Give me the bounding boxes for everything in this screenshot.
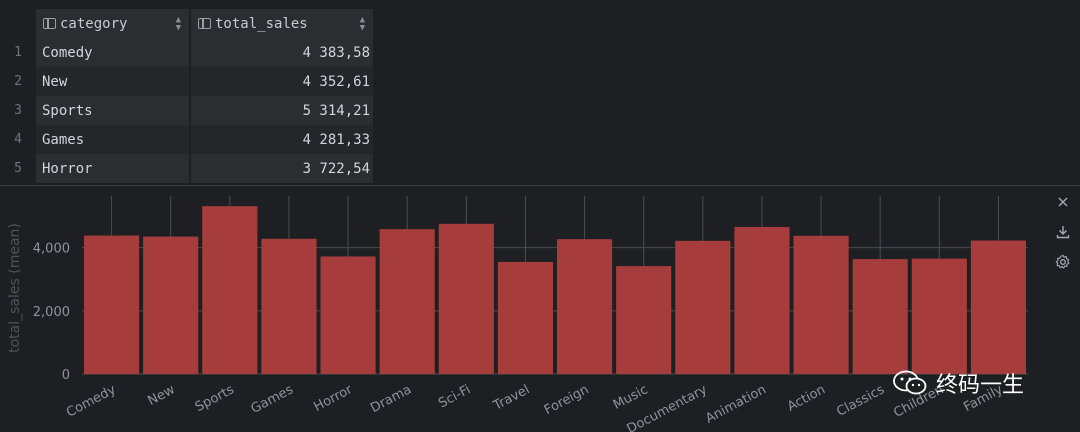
x-tick-label: Animation [703, 382, 769, 426]
x-tick-label: Sci-Fi [436, 382, 473, 411]
bar [557, 239, 613, 374]
sort-icon[interactable]: ▲ ▼ [359, 14, 365, 33]
bar [320, 256, 376, 374]
x-tick-label: Games [249, 382, 296, 417]
row-number: 1 [0, 38, 36, 67]
cell-total-sales[interactable]: 5 314,21 [190, 96, 373, 125]
bar [84, 235, 140, 374]
y-tick-label: 4,000 [33, 242, 70, 257]
wechat-icon [893, 370, 927, 395]
x-tick-label: Comedy [64, 382, 119, 421]
panel-divider[interactable] [0, 185, 1080, 186]
bar [202, 206, 258, 374]
data-table: category ▲ ▼ total_sales ▲ ▼ 1 Comedy 4 38… [0, 9, 373, 183]
cell-category[interactable]: New [36, 67, 191, 96]
download-icon[interactable] [1055, 225, 1071, 243]
cell-total-sales[interactable]: 4 281,33 [190, 125, 373, 154]
x-tick-label: Horror [312, 382, 356, 415]
gear-icon[interactable] [1055, 254, 1071, 274]
bar-chart: 0 2,000 4,000 Comedy New Sports Games Horror Dra… [7, 196, 1028, 432]
row-number: 5 [0, 154, 36, 183]
x-tick-label: Foreign [542, 382, 592, 418]
table-row[interactable]: 1 Comedy 4 383,58 [0, 38, 373, 67]
row-number-header [0, 9, 36, 38]
table-row[interactable]: 3 Sports 5 314,21 [0, 96, 373, 125]
table-row[interactable]: 2 New 4 352,61 [0, 67, 373, 96]
column-header-label: category [60, 15, 128, 32]
bar [379, 229, 435, 374]
cell-total-sales[interactable]: 4 352,61 [190, 67, 373, 96]
bar [261, 238, 317, 374]
row-number: 4 [0, 125, 36, 154]
x-tick-label: Action [785, 382, 828, 414]
bar [852, 259, 908, 374]
x-tick-label: Classics [834, 382, 887, 420]
cell-total-sales[interactable]: 4 383,58 [190, 38, 373, 67]
bar [911, 258, 967, 374]
bar [675, 240, 731, 374]
y-tick-label: 2,000 [33, 305, 70, 320]
sort-icon[interactable]: ▲ ▼ [175, 14, 181, 33]
cell-total-sales[interactable]: 3 722,54 [190, 154, 373, 183]
close-icon[interactable] [1055, 196, 1071, 212]
x-tick-label: Travel [490, 382, 532, 414]
x-tick-label: Drama [368, 382, 414, 416]
table-header-row: category ▲ ▼ total_sales ▲ ▼ [0, 9, 373, 38]
table-row[interactable]: 4 Games 4 281,33 [0, 125, 373, 154]
column-header-category[interactable]: category ▲ ▼ [36, 9, 191, 38]
cell-category[interactable]: Horror [36, 154, 191, 183]
x-tick-label: New [145, 382, 177, 409]
x-tick-label: Music [611, 382, 651, 413]
watermark-text: 终码一生 [936, 373, 1025, 398]
column-icon [43, 18, 56, 29]
table-row[interactable]: 5 Horror 3 722,54 [0, 154, 373, 183]
cell-category[interactable]: Sports [36, 96, 191, 125]
y-axis-title: total_sales (mean) [7, 223, 23, 353]
bar [616, 266, 672, 374]
bar [734, 226, 790, 374]
cell-category[interactable]: Games [36, 125, 191, 154]
bar [438, 223, 494, 374]
cell-category[interactable]: Comedy [36, 38, 191, 67]
row-number: 3 [0, 96, 36, 125]
column-header-total-sales[interactable]: total_sales ▲ ▼ [190, 9, 373, 38]
row-number: 2 [0, 67, 36, 96]
column-icon [198, 18, 211, 29]
y-tick-label: 0 [62, 368, 70, 383]
bar [970, 240, 1026, 374]
column-header-label: total_sales [215, 15, 308, 32]
watermark: 终码一生 [893, 367, 1024, 399]
x-tick-label: Sports [193, 382, 237, 415]
bar [497, 261, 553, 374]
bar [143, 236, 199, 374]
bar [793, 235, 849, 374]
